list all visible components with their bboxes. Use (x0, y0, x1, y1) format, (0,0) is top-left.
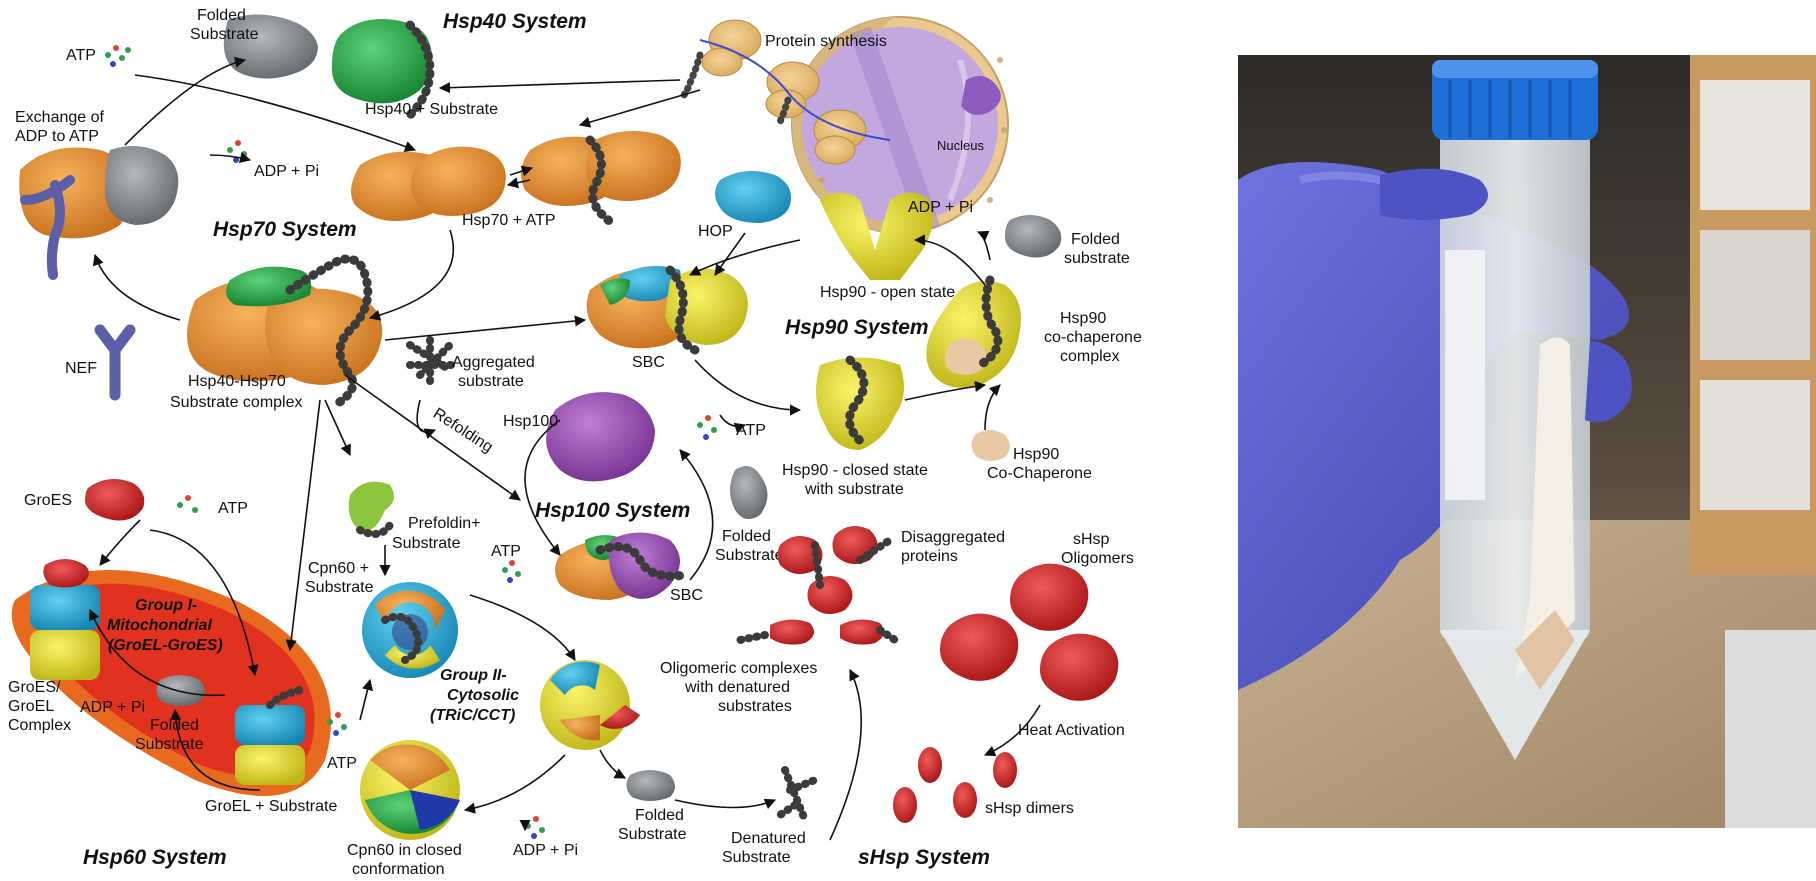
sbc-hsp90-label: SBC (632, 354, 665, 371)
folded-substrate-groel-label: Folded Substrate (135, 717, 204, 753)
folded-substrate-bottom-label: Folded Substrate (618, 807, 688, 843)
aggregated-label: Aggregated substrate (452, 354, 539, 390)
disaggregated-proteins (736, 526, 899, 645)
cpn60-closed-protein (360, 740, 460, 840)
hsp40-substrate-label: Hsp40 + Substrate (365, 101, 498, 118)
adp-pi-bottom-label: ADP + Pi (513, 842, 578, 859)
atp-groes-icon (177, 495, 198, 513)
atp-hsp90-icon (697, 415, 717, 440)
hsp40-hsp70-label: Hsp40-Hsp70 Substrate complex (170, 373, 303, 411)
hsp40-protein (331, 19, 435, 120)
hsp70-system-title: Hsp70 System (213, 218, 357, 241)
hsp90-cochaperone-complex (926, 275, 1021, 388)
hsp100-label: Hsp100 (503, 413, 558, 430)
atp-hsp100-icon (502, 560, 521, 583)
hop-protein (715, 171, 791, 223)
folded-substrate-hsp90 (1005, 215, 1062, 258)
cpn60-closed-label: Cpn60 in closed conformation (347, 842, 466, 878)
tube-photo (1238, 55, 1816, 828)
hsp40-system-title: Hsp40 System (443, 10, 587, 33)
hsp70-substrate-protein (521, 131, 681, 230)
groes-label: GroES (24, 492, 72, 509)
group2-label: Group II- Cytosolic (TRiC/CCT) (430, 667, 523, 724)
folded-substrate-top-label: Folded Substrate (190, 7, 259, 43)
prefoldin-protein (348, 481, 394, 538)
nef-label: NEF (65, 360, 97, 377)
hsp40-hsp70-complex (187, 254, 383, 410)
hsp70-exchange-complex (19, 146, 179, 280)
hsp90-cochaperone-complex-label: Hsp90 co-chaperone complex (1044, 310, 1146, 365)
folded-substrate-top (223, 14, 318, 79)
sbc-hsp90-complex (586, 265, 748, 355)
adp-bottom-icon (525, 816, 545, 839)
hop-label: HOP (698, 223, 733, 240)
adp-molecule-icon (227, 140, 247, 163)
hsp90-closed-label: Hsp90 - closed state with substrate (782, 462, 932, 498)
exchange-label: Exchange of ADP to ATP (15, 109, 108, 145)
shsp-dimers-label: sHsp dimers (985, 800, 1074, 817)
prefoldin-label: Prefoldin+ Substrate (392, 515, 485, 552)
hsp90-cochaperone-label: Hsp90 Co-Chaperone (987, 446, 1092, 482)
hsp100-system-title: Hsp100 System (535, 499, 690, 522)
nucleus-label: Nucleus (937, 138, 984, 153)
hsp70-atp-label: Hsp70 + ATP (462, 212, 556, 229)
denatured-label: Denatured Substrate (722, 830, 810, 866)
shsp-oligomers-label: sHsp Oligomers (1061, 531, 1134, 567)
folded-substrate-hsp100-label: Folded Substrate (715, 528, 784, 564)
group1-label: Group I- Mitochondrial (GroEL-GroES) (107, 597, 223, 654)
groel-substrate-label: GroEL + Substrate (205, 798, 337, 815)
cpn60-open-protein (362, 582, 458, 678)
ribosomes-illustration: Protein synthesis (679, 19, 891, 165)
cpn60-substrate-protein (540, 660, 640, 750)
groes-protein (85, 479, 145, 521)
groes-groel-complex (30, 559, 100, 680)
shsp-oligomers (940, 563, 1119, 701)
atp-molecule-icon (105, 45, 131, 67)
hsp60-system-title: Hsp60 System (83, 846, 227, 869)
hsp90-system-title: Hsp90 System (785, 316, 929, 339)
folded-substrate-hsp100 (730, 466, 768, 519)
disaggregated-label: Disaggregated proteins (901, 529, 1010, 565)
atp-top-label: ATP (66, 47, 96, 64)
heat-activation-label: Heat Activation (1018, 722, 1125, 739)
sbc-hsp100-complex (555, 532, 690, 600)
shsp-dimers (893, 747, 1017, 823)
denatured-substrate-bottom (776, 766, 819, 824)
sbc-hsp100-label: SBC (670, 587, 703, 604)
shsp-system-title: sHsp System (858, 846, 990, 869)
nef-protein (94, 324, 136, 401)
groel-substrate-complex (235, 686, 305, 785)
folded-substrate-hsp90-label: Folded substrate (1064, 231, 1130, 267)
pathway-arrows (88, 56, 1041, 841)
oligomeric-label: Oligomeric complexes with denatured subs… (660, 660, 822, 715)
groes-groel-complex-label: GroES/ GroEL Complex (8, 679, 71, 734)
atp-cpn60-label: ATP (327, 755, 357, 772)
cpn60-substrate-label: Cpn60 + Substrate (305, 560, 374, 596)
atp-cpn60-icon (327, 712, 347, 736)
folded-substrate-bottom (626, 770, 675, 801)
hsp90-cochaperone-protein (971, 430, 1010, 461)
hsp90-open-protein (820, 192, 933, 280)
hsp100-protein (546, 392, 655, 482)
adp-pi-left-label: ADP + Pi (254, 163, 319, 180)
hsp70-atp-protein (351, 146, 506, 221)
atp-hsp100-label: ATP (491, 543, 521, 560)
hsp90-closed-protein (816, 355, 904, 450)
aggregated-substrate (406, 336, 459, 389)
atp-hsp90-label: ATP (736, 422, 766, 439)
refolding-label: Refolding (430, 405, 496, 456)
adp-pi-hsp90-label: ADP + Pi (908, 199, 973, 216)
hsp90-open-label: Hsp90 - open state (820, 284, 955, 301)
diagram-panel: Nucleus Protein synthesis Hsp40 System H (8, 7, 1146, 878)
protein-synthesis-label: Protein synthesis (765, 33, 887, 50)
adp-pi-groel-label: ADP + Pi (80, 699, 145, 716)
atp-groes-label: ATP (218, 500, 248, 517)
folded-substrate-groel (156, 675, 205, 706)
